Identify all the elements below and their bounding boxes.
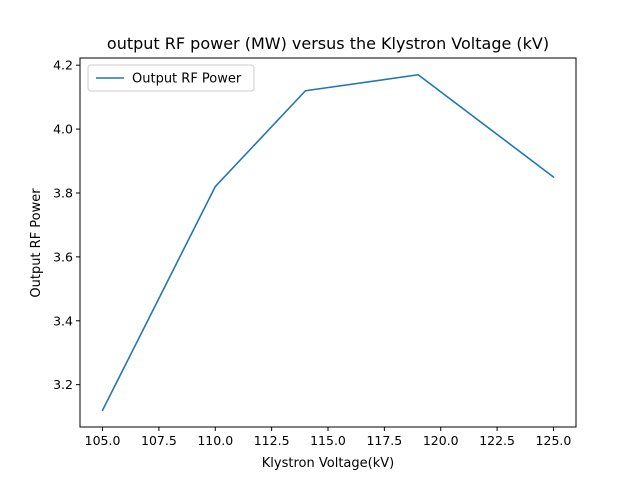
series-line-0 [101,73,555,412]
y-tick-label: 4.2 [53,58,73,73]
x-axis-label: Klystron Voltage(kV) [262,456,394,471]
chart-title: output RF power (MW) versus the Klystron… [107,34,549,53]
x-tick-label: 122.5 [479,433,515,448]
y-tick-label: 3.2 [53,377,73,392]
y-tick-label: 3.8 [53,185,73,200]
legend-box [87,64,255,92]
x-tick-label: 117.5 [366,433,402,448]
x-tick-label: 110.0 [197,433,233,448]
legend: Output RF Power [87,64,255,92]
y-tick-label: 3.6 [53,249,73,264]
y-tick-label: 4.0 [53,122,73,137]
plot-area: 105.0 107.5 110.0 112.5 115.0 117.5 120.0 122.5… [53,57,577,448]
legend-label: Output RF Power [132,72,242,87]
x-tick-label: 112.5 [254,433,290,448]
x-tick-label: 107.5 [141,433,177,448]
x-tick-label: 105.0 [85,433,121,448]
y-axis-label: Output RF Power [29,188,44,298]
x-tick-label: 120.0 [423,433,459,448]
x-tick-label: 125.0 [536,433,572,448]
y-tick-label: 3.4 [53,313,73,328]
x-tick-label: 115.0 [310,433,346,448]
